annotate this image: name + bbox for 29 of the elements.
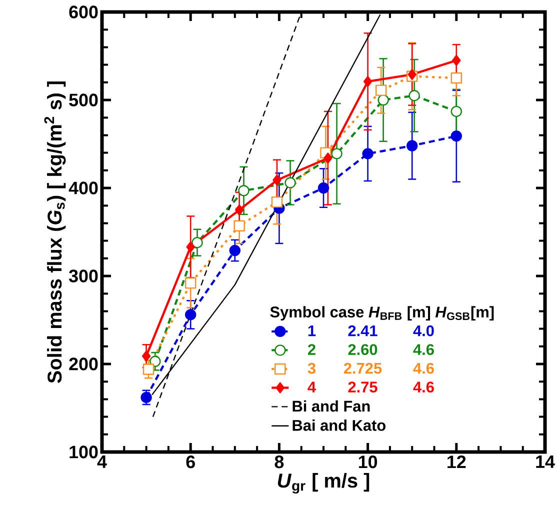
annotation: 4.0 [413, 325, 434, 336]
x-axis-title: U$_{gr}$ [ m/s ] [278, 473, 370, 494]
annotation: 4.6 [413, 344, 434, 356]
y-tick-label: 300 [68, 270, 98, 282]
y-tick-label: 200 [69, 358, 98, 370]
x-tick-label: 8 [274, 456, 284, 468]
annotation: 2.75 [348, 382, 378, 393]
y-tick-label: 100 [70, 446, 98, 458]
legend-label: 2 [308, 344, 316, 355]
x-tick-label: 4 [97, 456, 107, 468]
annotation: 4.6 [413, 382, 434, 393]
legend-label: 3 [308, 362, 316, 374]
y-tick-label: 400 [68, 182, 98, 194]
legend-title: Symbol case H$_{BFB}$ [m] H$_{GSB}$[m] [270, 306, 494, 321]
legend-label: 4 [308, 382, 316, 392]
y-tick-label: 600 [69, 6, 98, 18]
x-tick-label: 12 [448, 456, 466, 468]
annotation: 2.41 [348, 325, 378, 336]
annotation: 2.60 [348, 344, 378, 356]
y-tick-label: 500 [69, 94, 98, 106]
x-tick-label: 10 [358, 456, 378, 468]
y-axis-title: Solid mass flux (G$_{s}$) [ kg/(m$^{2}$ s) ] [44, 82, 66, 384]
legend-label: Bi and Fan [292, 400, 370, 412]
annotation: 2.725 [344, 362, 382, 374]
legend-label: Bai and Kato [292, 420, 386, 431]
x-tick-label: 14 [536, 456, 555, 468]
legend-label: 1 [308, 325, 316, 336]
x-tick-label: 6 [186, 456, 195, 468]
annotation: 4.6 [413, 362, 434, 374]
